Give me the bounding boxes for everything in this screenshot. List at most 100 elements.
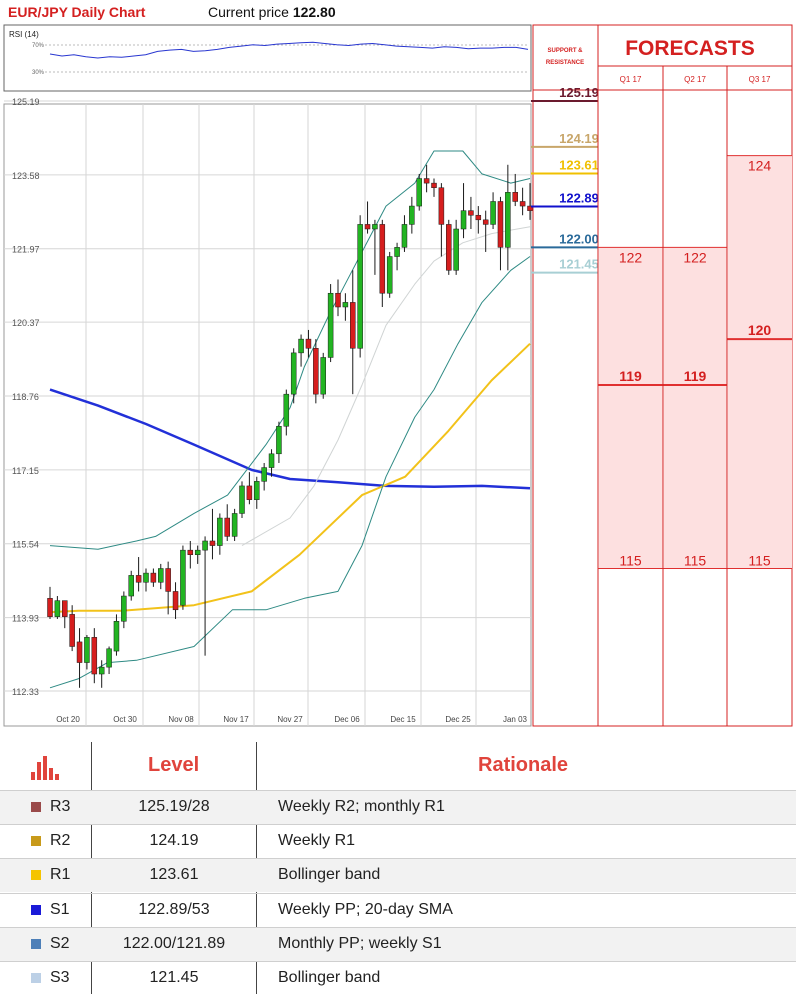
candle-down <box>379 224 386 294</box>
line-boll_upper <box>49 150 531 550</box>
candle-down <box>150 572 157 583</box>
candle-down <box>47 598 53 617</box>
y-tick-label: 113.93 <box>12 614 39 624</box>
level-value: 122.00/121.89 <box>122 934 226 952</box>
x-tick-label: Oct 30 <box>113 715 137 724</box>
candle-up <box>98 666 105 675</box>
candle-down <box>438 187 445 225</box>
candle-up <box>261 467 267 482</box>
candle-up <box>202 540 208 551</box>
sr-level-label: 124.19 <box>559 131 599 146</box>
candle-down <box>172 591 179 611</box>
forecast-bottom-value: 115 <box>619 553 642 569</box>
candle-up <box>505 192 511 248</box>
forecast-range <box>599 247 663 569</box>
candle-up <box>239 485 245 514</box>
level-name: S2 <box>50 934 70 952</box>
candle-up <box>283 393 290 427</box>
candle-up <box>460 210 467 230</box>
y-tick-label: 125.19 <box>12 97 40 107</box>
indicator-lines <box>49 150 531 689</box>
candle-up <box>342 302 349 308</box>
candle-up <box>121 595 127 622</box>
row-separator <box>0 824 796 826</box>
y-tick-label: 117.15 <box>12 466 39 476</box>
candle-up <box>180 549 186 606</box>
candle-up <box>254 481 260 500</box>
y-tick-label: 123.58 <box>12 171 40 181</box>
level-name: S1 <box>50 900 70 918</box>
forecast-mid-value: 120 <box>748 322 772 338</box>
sr-title-1: SUPPORT & <box>547 48 583 54</box>
candle-up <box>84 637 90 663</box>
candle-up <box>298 338 304 354</box>
sr-level-label: 121.45 <box>559 257 599 272</box>
table-row: R1 123.61 Bollinger band <box>0 858 796 893</box>
candle-down <box>313 348 319 395</box>
candle-down <box>364 224 371 230</box>
candle-up <box>372 224 378 230</box>
sr-level-label: 122.89 <box>559 191 599 206</box>
sr-level-label: 123.61 <box>559 157 599 172</box>
forecast-quarters: Q1 17 Q2 17 Q3 17 <box>620 75 771 84</box>
current-price-value: 122.80 <box>292 4 336 20</box>
price-panel-frame <box>3 103 532 727</box>
x-axis: Oct 20 Oct 30 Nov 08 Nov 17 Nov 27 Dec 06 Dec … <box>56 715 527 724</box>
candle-down <box>246 485 253 500</box>
candle-up <box>106 648 112 668</box>
table-row: R3 125.19/28 Weekly R2; monthly R1 <box>0 790 796 824</box>
x-tick-label: Dec 06 <box>334 715 360 724</box>
candle-down <box>165 568 171 592</box>
header-rationale: Rationale <box>478 754 569 776</box>
level-rationale: Bollinger band <box>278 969 381 986</box>
level-rationale: Weekly R1 <box>278 832 356 850</box>
line-sma200 <box>49 388 531 490</box>
line-sma100 <box>49 342 531 614</box>
level-rationale: Weekly R2; monthly R1 <box>278 798 445 815</box>
rsi-series <box>49 41 529 59</box>
forecast-top-value: 122 <box>619 249 643 265</box>
candle-up <box>290 352 297 395</box>
x-tick-label: Jan 03 <box>503 715 528 724</box>
row-separator <box>0 858 796 860</box>
candle-down <box>497 201 504 248</box>
candle-up <box>409 205 415 225</box>
level-value: 125.19/28 <box>138 798 210 815</box>
y-tick-label: 121.97 <box>12 245 40 255</box>
candle-up <box>158 568 164 583</box>
candle-down <box>475 214 482 221</box>
level-rationale: Weekly PP; 20-day SMA <box>278 900 453 918</box>
level-name: S3 <box>50 969 70 986</box>
current-price: Current price 122.80 <box>208 4 336 20</box>
sr-level-label: 125.19 <box>559 85 599 100</box>
level-swatch <box>31 870 41 881</box>
candle-up <box>386 256 393 294</box>
candle-up <box>453 228 459 271</box>
x-tick-label: Nov 27 <box>277 715 303 724</box>
candle-down <box>62 600 68 617</box>
header-level: Level <box>148 754 200 776</box>
candle-up <box>276 426 282 455</box>
rsi-frame <box>3 24 532 92</box>
table-header: Level Rationale <box>0 742 796 790</box>
candle-up <box>401 224 408 248</box>
y-axis: 125.19 123.58 121.97 120.37 118.76 117.15 115.… <box>12 97 40 697</box>
candle-up <box>320 357 326 395</box>
forecast-top-value: 124 <box>748 158 772 174</box>
x-tick-label: Nov 08 <box>168 715 194 724</box>
rsi-label: RSI (14) <box>9 30 39 39</box>
row-separator <box>0 790 796 791</box>
sr-panel: SUPPORT & RESISTANCE 125.19124.19123.611… <box>531 24 599 727</box>
level-swatch <box>31 802 41 812</box>
forecast-fills <box>598 155 792 570</box>
table-row: S3 121.45 Bollinger band <box>0 961 796 995</box>
forecast-quarter: Q1 17 <box>620 75 642 84</box>
candle-down <box>76 641 83 663</box>
candle-up <box>217 517 223 546</box>
table-row: S1 122.89/53 Weekly PP; 20-day SMA <box>0 893 796 927</box>
candles <box>47 164 533 688</box>
sr-levels: 125.19 124.19 123.61 122.89 122.00 121.45 <box>531 85 599 274</box>
level-name: R2 <box>50 832 71 850</box>
candle-up <box>231 513 238 537</box>
row-separator <box>0 892 796 894</box>
